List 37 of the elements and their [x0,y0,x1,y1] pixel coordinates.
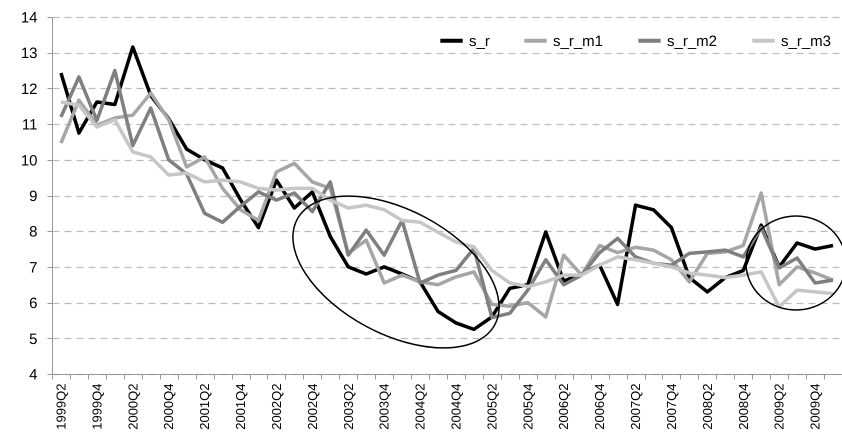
x-tick-label: 2007Q4 [664,384,679,430]
y-tick-label: 14 [20,10,38,26]
x-tick-label: 2003Q2 [340,384,356,430]
y-tick-label: 8 [29,224,38,241]
x-tick-label: 2004Q2 [412,384,428,430]
x-tick-label: 2003Q4 [376,384,392,430]
y-tick-label: 6 [29,295,38,312]
x-tick-label: 2009Q2 [772,384,787,430]
x-tick-label: 2005Q2 [484,384,500,430]
x-tick-label: 2006Q2 [556,384,572,430]
x-tick-label: 1999Q2 [53,384,68,430]
x-tick-label: 2000Q4 [161,384,176,430]
legend-label: s_r_m3 [781,32,832,50]
y-tick-label: 12 [20,80,38,98]
y-tick-label: 10 [20,152,38,170]
x-tick-label: 2008Q4 [736,384,751,430]
y-tick-label: 7 [29,259,38,276]
x-tick-label: 1999Q4 [89,384,104,430]
y-tick-label: 4 [29,366,38,384]
x-tick-label: 2001Q2 [197,384,212,430]
x-tick-label: 2001Q4 [233,384,248,430]
x-tick-label: 2004Q4 [448,384,464,430]
x-tick-label: 2000Q2 [125,384,140,430]
y-tick-label: 13 [20,45,38,62]
y-tick-label: 5 [29,330,38,348]
x-tick-label: 2005Q4 [520,384,536,430]
y-tick-label: 11 [22,116,38,134]
x-tick-label: 2002Q2 [268,384,284,430]
y-tick-label: 9 [29,188,38,205]
x-tick-label: 2009Q4 [808,384,823,430]
x-tick-label: 2006Q4 [592,384,608,430]
x-tick-label: 2007Q2 [628,384,644,430]
legend-label: s_r [469,32,490,50]
x-tick-label: 2002Q4 [304,384,320,430]
x-tick-label: 2008Q2 [700,384,715,430]
legend-label: s_r_m1 [553,32,604,50]
legend-label: s_r_m2 [667,32,718,50]
